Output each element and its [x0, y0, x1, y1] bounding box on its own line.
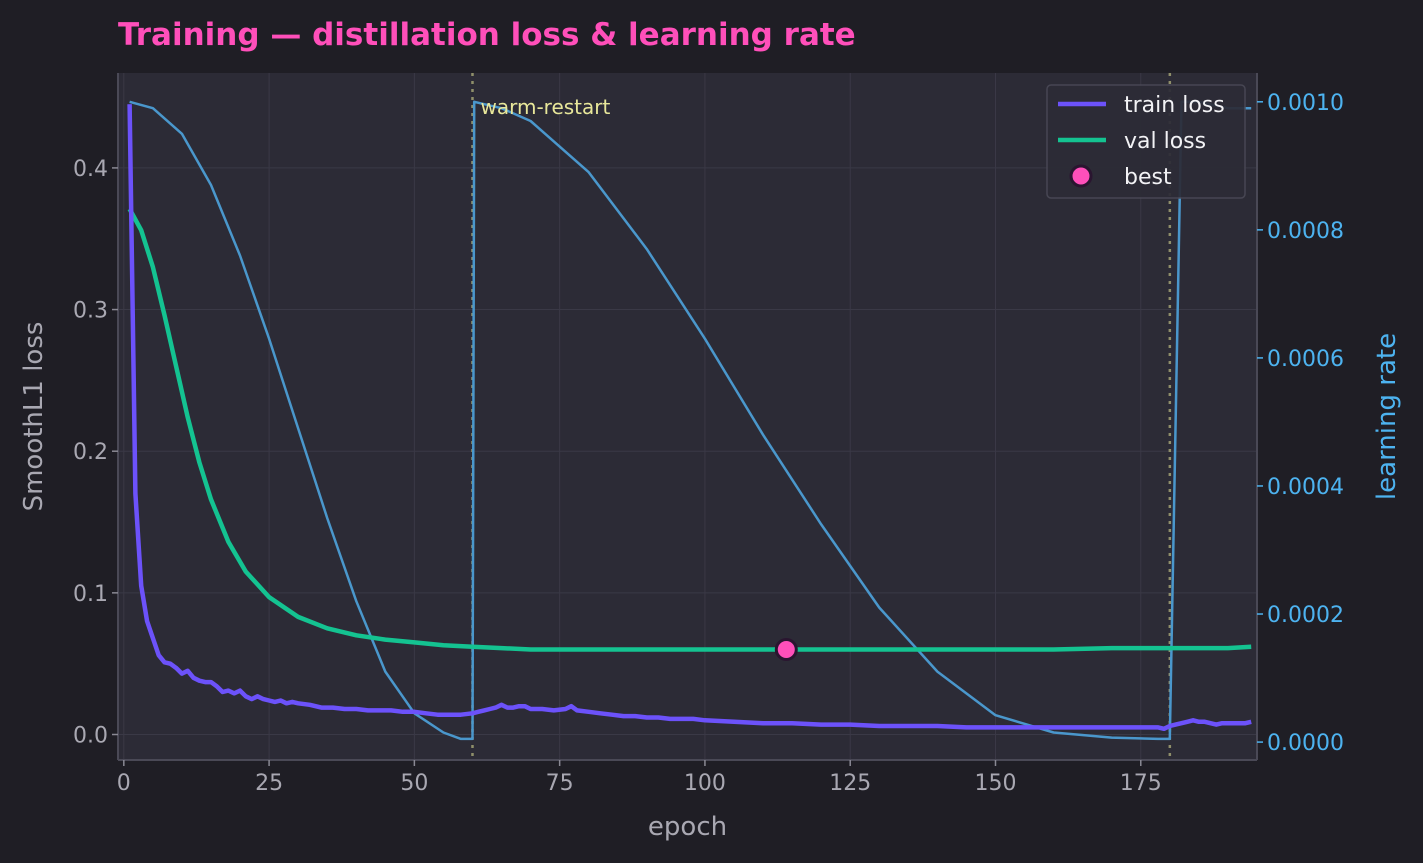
legend-best-swatch: [1069, 164, 1093, 188]
y-axis-label: SmoothL1 loss: [19, 322, 49, 512]
x-tick-label: 150: [974, 771, 1016, 796]
y2-tick-label: 0.0006: [1267, 347, 1344, 372]
warm-restart-annotation: warm-restart: [480, 95, 610, 119]
y-tick-label: 0.0: [73, 724, 108, 749]
y2-tick-label: 0.0000: [1267, 731, 1344, 756]
lr-line: [129, 100, 1252, 741]
x-tick-label: 100: [684, 771, 726, 796]
train-loss-line: [127, 104, 1252, 732]
legend: train loss val loss best: [1046, 84, 1246, 199]
legend-train-loss-label: train loss: [1124, 93, 1225, 118]
y-tick-label: 0.2: [73, 440, 108, 465]
axes: 0 25 50 75 100 125 150 175 0.0 0.1 0.2 0.3 0.4 0.0000…: [19, 73, 1402, 842]
y-tick-label: 0.1: [73, 582, 108, 607]
y2-tick-label: 0.0004: [1267, 475, 1344, 500]
y2-tick-label: 0.0002: [1267, 603, 1344, 628]
x-tick-label: 75: [546, 771, 574, 796]
x-tick-label: 125: [829, 771, 871, 796]
y2-tick-label: 0.0010: [1267, 91, 1344, 116]
y2-axis-label: learning rate: [1372, 333, 1402, 500]
x-tick-label: 175: [1120, 771, 1162, 796]
legend-val-loss-label: val loss: [1124, 129, 1206, 154]
annotations: warm-restart: [480, 95, 610, 119]
x-tick-label: 50: [400, 771, 428, 796]
y-tick-label: 0.4: [73, 157, 108, 182]
y-tick-label: 0.3: [73, 299, 108, 324]
legend-box: [1046, 84, 1246, 199]
series-layer: [127, 100, 1252, 741]
best-point: [774, 638, 798, 662]
x-axis-label: epoch: [648, 812, 727, 842]
x-tick-label: 0: [117, 771, 131, 796]
chart-title: Training — distillation loss & learning …: [118, 17, 856, 53]
val-loss-line: [127, 207, 1252, 652]
x-tick-label: 25: [255, 771, 283, 796]
legend-best-label: best: [1124, 165, 1172, 190]
y2-tick-label: 0.0008: [1267, 219, 1344, 244]
